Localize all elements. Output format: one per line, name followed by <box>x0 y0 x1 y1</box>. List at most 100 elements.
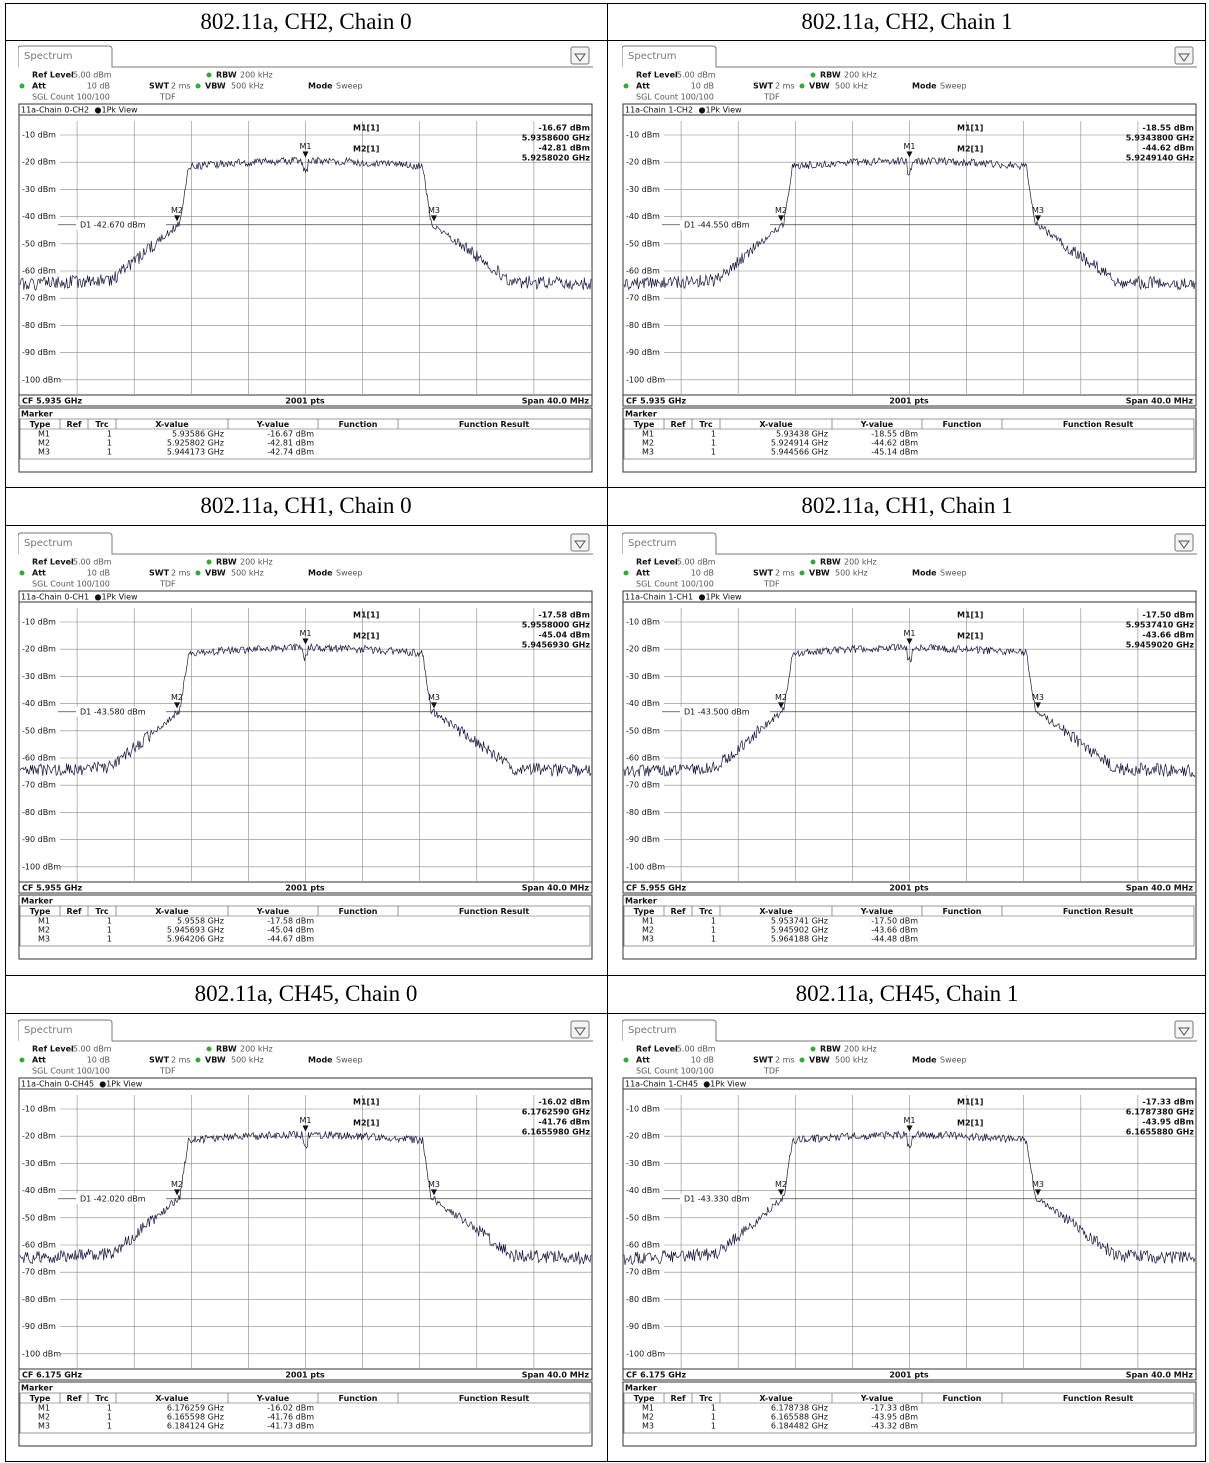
span: Span 40.0 MHz <box>1126 1371 1194 1380</box>
y-label: -40 dBm <box>22 1186 56 1195</box>
ref-level-label: Ref Level <box>32 1045 74 1054</box>
y-label: -80 dBm <box>626 321 660 330</box>
trace <box>623 1130 1196 1265</box>
spectrum-screen: Spectrum Ref Level-5.00 dBm RBW 200 kHz Att 1… <box>622 45 1197 473</box>
readout-value: -16.02 dBm <box>538 1098 590 1107</box>
readout-value: 6.1655880 GHz <box>1126 1128 1195 1137</box>
mode-label: Mode <box>308 569 333 578</box>
column-header: Function <box>943 420 982 429</box>
marker-trace: 1 <box>711 1413 716 1422</box>
marker-y: -17.33 dBm <box>871 1404 918 1413</box>
y-label: -60 dBm <box>22 1241 56 1250</box>
label-bg <box>624 780 664 791</box>
label-bg <box>624 157 664 168</box>
indicator <box>810 559 816 565</box>
att-label: Att <box>636 1056 650 1065</box>
vbw: 500 kHz <box>835 569 868 578</box>
label-bg <box>624 293 664 304</box>
marker-trace: 1 <box>107 448 112 457</box>
caption: 802.11a, CH2, Chain 1 <box>801 9 1013 34</box>
indicator <box>19 83 25 89</box>
marker-triangle <box>302 638 309 645</box>
y-label: -20 dBm <box>22 645 56 654</box>
marker-box <box>18 1381 593 1447</box>
readout-value: 6.1762590 GHz <box>522 1108 591 1117</box>
readout-value: 6.1787380 GHz <box>1126 1108 1195 1117</box>
indicator <box>195 570 201 576</box>
caption: 802.11a, CH45, Chain 1 <box>795 981 1019 1006</box>
att: 10 dB <box>87 1056 110 1065</box>
label-bg <box>20 834 60 845</box>
column-header: Ref <box>66 1394 82 1403</box>
span: Span 40.0 MHz <box>1126 884 1194 893</box>
indicator <box>810 72 816 78</box>
swt: 2 ms <box>171 82 191 91</box>
readout-label: M1[1] <box>353 611 379 620</box>
marker-y: -44.67 dBm <box>267 935 314 944</box>
marker-label: M1 <box>904 142 916 151</box>
indicator <box>799 1057 805 1063</box>
label-bg <box>624 184 664 195</box>
marker-x: 5.9558 GHz <box>177 917 224 926</box>
label-bg <box>624 1212 664 1223</box>
view: ●1Pk View <box>699 593 743 602</box>
y-label: -40 dBm <box>626 1186 660 1195</box>
span: Span 40.0 MHz <box>522 884 590 893</box>
indicator <box>19 570 25 576</box>
rbw-label: RBW <box>820 71 841 80</box>
y-label: -80 dBm <box>22 1295 56 1304</box>
label-bg <box>20 807 60 818</box>
readout-label: M1[1] <box>957 124 983 133</box>
marker-x: 5.93586 GHz <box>172 430 224 439</box>
d1-label: D1 -42.670 dBm <box>80 220 146 229</box>
label-bg <box>20 184 60 195</box>
rbw-label: RBW <box>820 558 841 567</box>
center-frequency: CF 6.175 GHz <box>22 1371 82 1380</box>
label-bg <box>624 320 664 331</box>
column-header: Function Result <box>459 1394 530 1403</box>
column-header: Function Result <box>1063 907 1134 916</box>
column-header: Function <box>943 907 982 916</box>
readout-label: M2[1] <box>353 632 379 641</box>
spectrum-screen: Spectrum Ref Level-5.00 dBm RBW 200 kHz Att 1… <box>18 532 593 960</box>
center-frequency: CF 6.175 GHz <box>626 1371 686 1380</box>
tab <box>18 1019 593 1042</box>
marker-y: -41.73 dBm <box>267 1422 314 1431</box>
readout-label: M1[1] <box>353 124 379 133</box>
y-label: -60 dBm <box>22 754 56 763</box>
label-bg <box>20 266 60 276</box>
tdf: TDF <box>763 93 780 102</box>
marker-trace: 1 <box>711 439 716 448</box>
label-bg <box>20 617 60 627</box>
graph-frame <box>18 590 593 894</box>
marker-label: M2 <box>171 206 183 215</box>
rbw-label: RBW <box>820 1045 841 1054</box>
y-label: -50 dBm <box>22 1213 56 1222</box>
y-label: -70 dBm <box>22 1268 56 1277</box>
label-bg <box>624 266 664 276</box>
trace-name: 11a-Chain 1-CH1 <box>625 593 693 602</box>
readout-value: -41.76 dBm <box>538 1118 590 1127</box>
marker-x: 6.184124 GHz <box>167 1422 224 1431</box>
trace-name: 11a-Chain 0-CH1 <box>21 593 89 602</box>
trace <box>19 1130 592 1266</box>
column-header: Ref <box>670 1394 686 1403</box>
ref-level: -5.00 dBm <box>70 71 112 80</box>
y-label: -50 dBm <box>626 726 660 735</box>
label-bg <box>20 130 60 140</box>
label-bg <box>20 238 60 249</box>
marker-table <box>623 1392 1195 1434</box>
marker-type: M1 <box>38 430 50 439</box>
label-bg <box>624 753 664 763</box>
marker-y: -42.74 dBm <box>267 448 314 457</box>
readout-value: 5.9558000 GHz <box>522 621 591 630</box>
view: ●1Pk View <box>699 106 743 115</box>
marker-triangle <box>906 1125 913 1132</box>
readout-value: 5.9258020 GHz <box>522 154 591 163</box>
view: ●1Pk View <box>95 106 139 115</box>
column-header: Ref <box>670 420 686 429</box>
marker-label: M2 <box>775 206 787 215</box>
marker-triangle <box>430 702 437 709</box>
column-header: Function Result <box>459 907 530 916</box>
marker-y: -42.81 dBm <box>267 439 314 448</box>
